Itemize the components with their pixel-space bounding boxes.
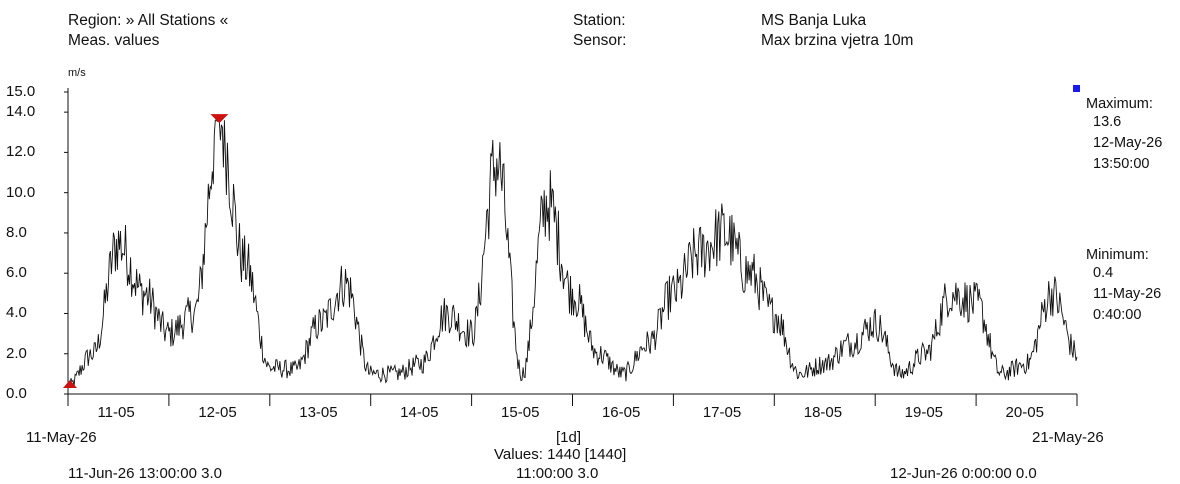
- chart-axes: [64, 88, 1078, 406]
- marker-group: [63, 114, 229, 388]
- y-tick-label: 0.0: [6, 385, 27, 402]
- minimum-label: Minimum:: [1086, 247, 1149, 263]
- y-tick-label: 8.0: [6, 223, 27, 241]
- x-tick-label: 13-05: [299, 404, 338, 421]
- sensor-label: Sensor:: [573, 32, 627, 49]
- maximum-date: 12-May-26: [1093, 135, 1163, 151]
- x-tick-label: 14-05: [400, 404, 439, 421]
- max-legend-square: [1073, 85, 1080, 92]
- min-marker: [63, 379, 77, 388]
- minimum-date: 11-May-26: [1093, 286, 1162, 302]
- values-count-label: Values: 1440 [1440]: [494, 446, 627, 463]
- y-tick-label: 15.0: [6, 83, 36, 100]
- x-start-label: 11-May-26: [26, 429, 97, 446]
- y-tick-label: 2.0: [6, 344, 27, 362]
- max-marker: [210, 114, 229, 124]
- x-end-label: 21-May-26: [1032, 429, 1104, 446]
- minimum-time: 0:40:00: [1093, 307, 1142, 323]
- footer-right-readout: 12-Jun-26 0:00:00 0.0: [890, 465, 1037, 482]
- x-tick-label: 17-05: [702, 404, 742, 421]
- region-label: Region: » All Stations «: [68, 12, 229, 29]
- meas-values-label: Meas. values: [68, 32, 160, 49]
- series-group: [67, 119, 1078, 387]
- y-tick-label: 14.0: [6, 103, 36, 121]
- y-tick-label: 10.0: [6, 183, 36, 201]
- maximum-time: 13:50:00: [1093, 156, 1150, 172]
- y-tick-label: 4.0: [6, 304, 27, 322]
- sensor-value: Max brzina vjetra 10m: [761, 32, 914, 49]
- footer-center-readout: 11:00:00 3.0: [516, 465, 599, 482]
- x-tick-label: 18-05: [803, 404, 843, 421]
- series-line: [67, 119, 1078, 387]
- footer-left-readout: 11-Jun-26 13:00:00 3.0: [68, 465, 223, 482]
- x-tick-label: 11-05: [97, 404, 135, 421]
- station-label: Station:: [573, 12, 626, 29]
- maximum-label: Maximum:: [1086, 96, 1153, 112]
- minimum-value: 0.4: [1093, 265, 1114, 281]
- y-tick-label: 6.0: [6, 264, 27, 282]
- y-axis-unit: m/s: [68, 67, 86, 79]
- x-tick-label: 20-05: [1005, 404, 1044, 421]
- interval-label: [1d]: [556, 429, 582, 446]
- x-tick-label: 15-05: [501, 404, 540, 421]
- maximum-value: 13.6: [1093, 114, 1122, 130]
- y-tick-label: 12.0: [6, 143, 36, 161]
- x-tick-label: 19-05: [904, 404, 944, 421]
- x-tick-label: 16-05: [601, 404, 641, 421]
- station-value: MS Banja Luka: [761, 12, 867, 29]
- x-tick-label: 12-05: [198, 404, 237, 421]
